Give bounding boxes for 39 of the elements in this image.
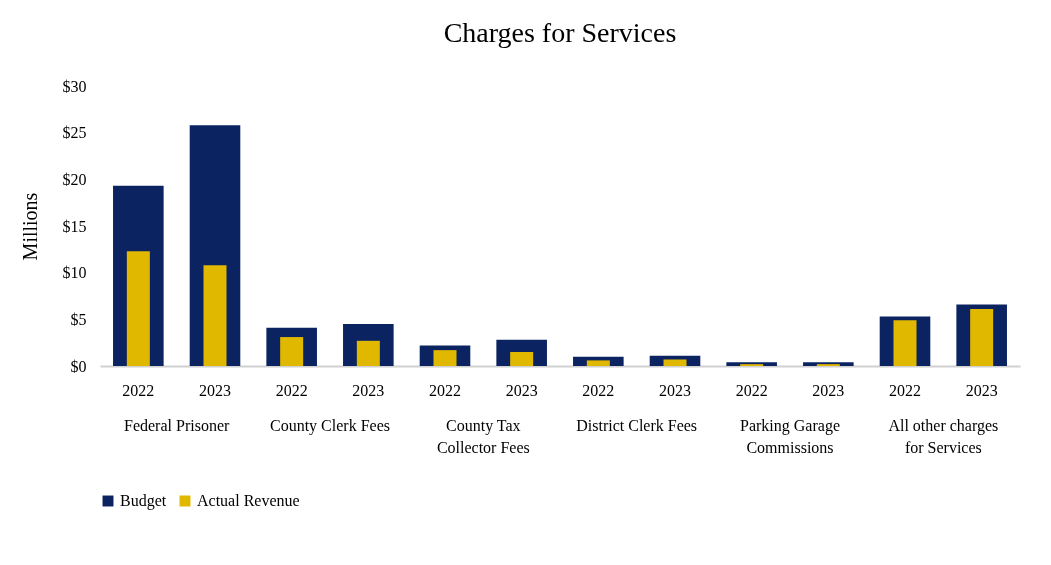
x-tick-label: 2022 [582,381,615,399]
x-tick-label: 2022 [735,381,768,399]
x-tick-label: 2023 [659,381,691,399]
bar [203,265,227,366]
text: District Clerk Fees [576,417,698,434]
bar [433,350,457,366]
bar [970,309,994,366]
y-tick-label: $5 [70,310,87,328]
y-axis-title: Millions [18,192,41,261]
legend-label: Actual Revenue [197,492,300,509]
text: Parking Garage Commissions [740,417,840,456]
y-tick-label: $10 [62,264,87,282]
bar [586,360,610,366]
bar [280,337,304,366]
legend-label: Budget [120,492,167,510]
x-tick-label: 2023 [812,381,845,399]
text: All other charges for Services [888,417,999,456]
x-tick-label: 2023 [965,381,998,399]
x-tick-label: 2022 [889,381,921,399]
x-tick-label: 2023 [199,381,231,399]
y-tick-label: $0 [70,357,87,375]
bar [663,359,687,366]
bar [356,340,380,366]
x-tick-label: 2022 [275,381,308,399]
x-tick-label: 2022 [122,381,155,399]
x-tick-label: 2022 [429,381,461,399]
chart-title: Charges for Services [443,17,677,48]
text: County Tax Collector Fees [436,417,530,456]
y-tick-label: $30 [62,77,87,95]
text: Federal Prisoner [124,417,230,434]
bar [126,251,150,366]
text: County Clerk Fees [270,417,390,435]
y-tick-label: $20 [62,170,87,188]
bar [893,320,917,366]
y-tick-label: $15 [62,217,87,235]
y-tick-label: $25 [62,124,87,142]
x-tick-label: 2023 [505,381,538,399]
bar [510,352,534,366]
x-tick-label: 2023 [352,381,385,399]
